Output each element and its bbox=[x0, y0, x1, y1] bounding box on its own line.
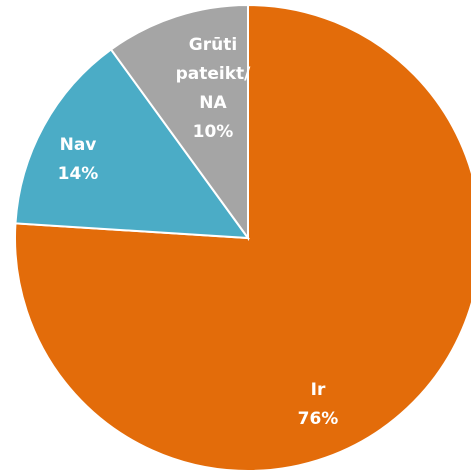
slice-label: Ir bbox=[311, 380, 326, 400]
slice-label: Grūti pateikt/NA bbox=[176, 35, 252, 113]
pie-slice bbox=[109, 3, 249, 242]
value-label: 10% bbox=[193, 122, 234, 142]
value-label: 76% bbox=[298, 409, 339, 429]
slice-label: Nav bbox=[60, 135, 97, 155]
pie-slice bbox=[14, 48, 251, 240]
value-label: 14% bbox=[58, 164, 99, 184]
